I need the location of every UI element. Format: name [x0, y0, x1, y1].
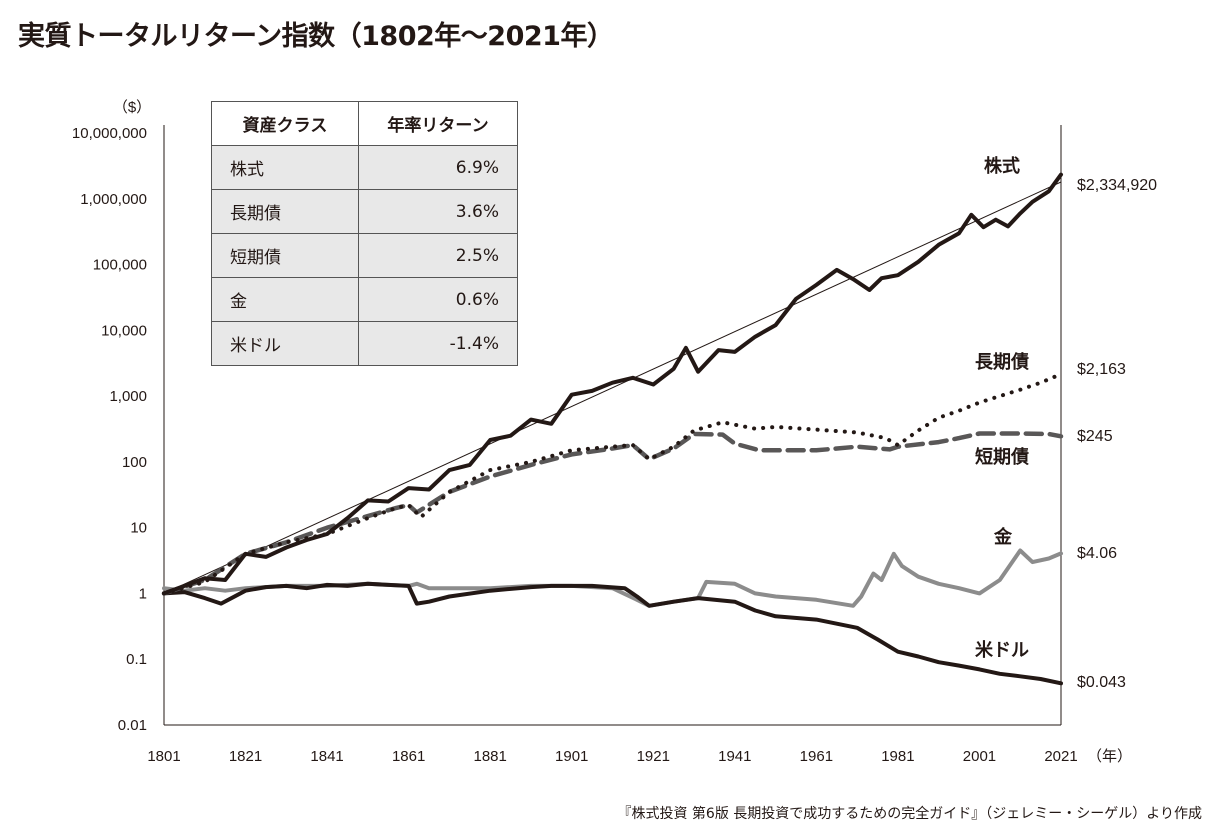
asset-cell: 米ドル — [211, 321, 359, 366]
return-cell: 3.6% — [358, 189, 518, 234]
x-tick-label: 1981 — [881, 748, 914, 765]
return-table: 資産クラス 年率リターン 株式 6.9% 長期債 3.6% 短期債 2.5% 金 0.6… — [211, 101, 518, 366]
table-row: 米ドル -1.4% — [211, 321, 518, 366]
x-tick-label: 1921 — [637, 748, 670, 765]
table-header-return: 年率リターン — [358, 101, 518, 146]
y-tick-label: 100 — [122, 454, 147, 471]
x-tick-label: 1941 — [718, 748, 751, 765]
table-row: 金 0.6% — [211, 277, 518, 322]
x-tick-label: 2021 — [1044, 748, 1077, 765]
x-tick-label: 1881 — [473, 748, 506, 765]
x-tick-label: 1861 — [392, 748, 425, 765]
end-value-label: $4.06 — [1077, 545, 1117, 562]
x-tick-label: 1801 — [147, 748, 180, 765]
series-label: 短期債 — [975, 446, 1029, 468]
y-axis-unit: （$） — [113, 99, 151, 116]
return-cell: 0.6% — [358, 277, 518, 322]
series-line-2 — [161, 431, 1064, 596]
series-line-3 — [162, 548, 1063, 608]
y-tick-label: 0.01 — [118, 717, 147, 734]
series-label: 長期債 — [975, 351, 1029, 373]
source-note: 『株式投資 第6版 長期投資で成功するための完全ガイド』（ジェレミー・シーゲル）… — [617, 806, 1202, 822]
asset-cell: 金 — [211, 277, 359, 322]
y-tick-label: 1,000 — [109, 388, 147, 405]
x-tick-label: 1821 — [229, 748, 262, 765]
return-cell: -1.4% — [358, 321, 518, 366]
trend-line — [163, 181, 1062, 594]
end-value-label: $245 — [1077, 428, 1113, 445]
x-axis-unit: （年） — [1087, 748, 1132, 765]
asset-cell: 株式 — [211, 145, 359, 190]
table-row: 長期債 3.6% — [211, 189, 518, 234]
y-tick-label: 1,000,000 — [80, 191, 147, 208]
y-tick-label: 0.1 — [126, 651, 147, 668]
table-header-asset: 資産クラス — [211, 101, 359, 146]
y-tick-label: 1 — [139, 585, 147, 602]
x-tick-label: 1841 — [310, 748, 343, 765]
x-tick-label: 2001 — [963, 748, 996, 765]
series-line-1 — [162, 372, 1063, 596]
asset-cell: 短期債 — [211, 233, 359, 278]
table-row: 短期債 2.5% — [211, 233, 518, 278]
y-tick-label: 100,000 — [93, 257, 147, 274]
series-label: 金 — [993, 526, 1013, 548]
return-cell: 2.5% — [358, 233, 518, 278]
x-tick-label: 1901 — [555, 748, 588, 765]
table-row: 株式 6.9% — [211, 145, 518, 190]
chart-title: 実質トータルリターン指数（1802年〜2021年） — [18, 21, 614, 52]
asset-cell: 長期債 — [211, 189, 359, 234]
series-line-0 — [162, 172, 1063, 596]
y-tick-label: 10,000 — [101, 322, 147, 339]
series-label: 米ドル — [975, 639, 1029, 661]
end-value-label: $2,334,920 — [1077, 177, 1157, 194]
x-tick-label: 1961 — [800, 748, 833, 765]
series-label: 株式 — [984, 155, 1020, 177]
return-cell: 6.9% — [358, 145, 518, 190]
y-tick-label: 10,000,000 — [72, 125, 147, 142]
end-value-label: $0.043 — [1077, 674, 1126, 691]
y-tick-label: 10 — [130, 520, 147, 537]
end-value-label: $2,163 — [1077, 361, 1126, 378]
series-line-4 — [162, 581, 1063, 686]
